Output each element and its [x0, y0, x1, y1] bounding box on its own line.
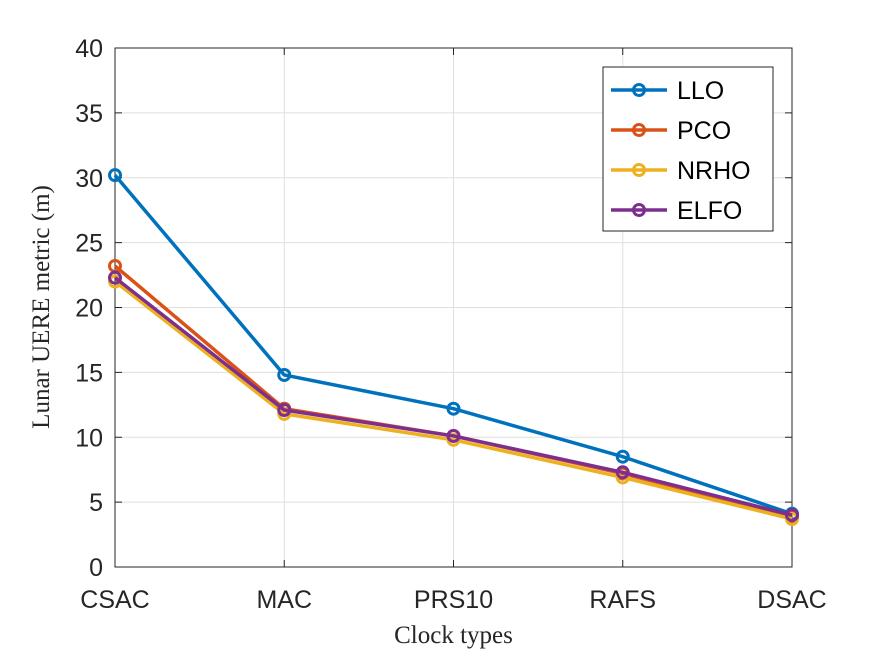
x-tick-label: MAC	[256, 586, 312, 614]
data-point-llo	[277, 367, 292, 382]
legend-label-nrho: NRHO	[677, 157, 751, 185]
legend-marker-elfo	[632, 203, 646, 217]
legend-marker-llo	[632, 83, 646, 97]
y-tick-label: 5	[89, 489, 103, 517]
legend: LLO PCO NRHO ELFO	[602, 66, 774, 232]
y-tick-label: 10	[75, 424, 103, 452]
x-tick-label: RAFS	[589, 586, 656, 614]
series-line-nrho	[113, 280, 793, 521]
legend-label-llo: LLO	[677, 77, 724, 105]
legend-marker-pco	[632, 123, 646, 137]
x-tick-label: CSAC	[80, 586, 149, 614]
series-line-elfo	[113, 276, 793, 517]
data-point-llo	[615, 449, 630, 464]
legend-label-pco: PCO	[677, 117, 731, 145]
x-tick-label: DSAC	[757, 586, 826, 614]
y-axis-title: Lunar UERE metric (m)	[28, 185, 55, 429]
data-series	[108, 168, 799, 526]
y-tick-label: 25	[75, 230, 103, 258]
data-point-elfo	[785, 508, 799, 523]
data-point-elfo	[277, 403, 292, 418]
data-point-elfo	[615, 465, 630, 480]
data-point-elfo	[108, 270, 122, 285]
data-point-llo	[446, 401, 461, 416]
axis-ticks: 0 5 10 15 20 25 30 35 40 CSAC MAC PRS10 RAFS DSAC	[75, 35, 827, 614]
y-tick-label: 40	[75, 35, 103, 63]
y-tick-label: 30	[75, 165, 103, 193]
x-axis-title: Clock types	[394, 622, 513, 649]
legend-marker-nrho	[632, 163, 646, 177]
y-tick-label: 15	[75, 359, 103, 387]
y-tick-label: 0	[89, 554, 103, 582]
legend-label-elfo: ELFO	[677, 197, 742, 225]
x-tick-label: PRS10	[414, 586, 493, 614]
y-tick-label: 35	[75, 100, 103, 128]
series-line-llo	[113, 174, 793, 516]
data-point-llo	[108, 168, 122, 183]
series-elfo	[108, 270, 799, 523]
legend-box	[602, 66, 774, 232]
y-tick-label: 20	[75, 295, 103, 323]
data-point-elfo	[446, 428, 461, 443]
